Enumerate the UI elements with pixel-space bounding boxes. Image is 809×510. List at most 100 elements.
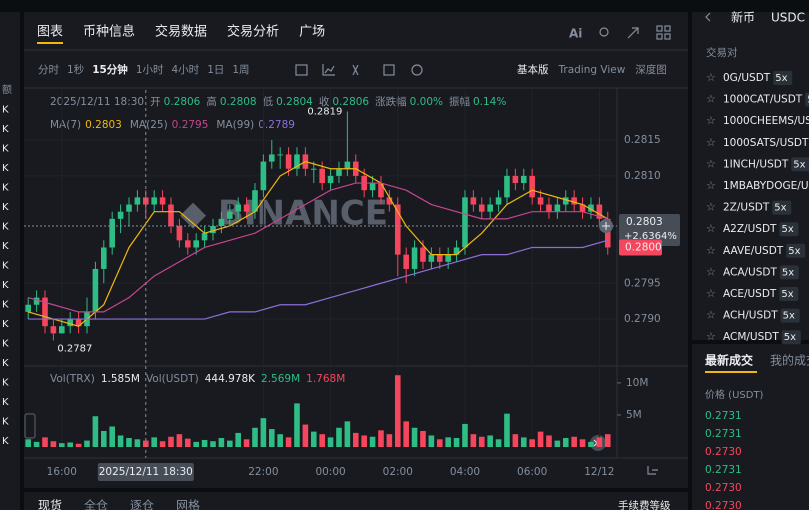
leverage-badge [805, 92, 809, 107]
leverage: 5x [807, 95, 809, 106]
candle-body [604, 218, 611, 248]
x-tick-label: 02:00 [383, 466, 413, 478]
view-option[interactable]: Trading View [558, 64, 626, 76]
y-tick-label: 0.2795 [624, 277, 661, 289]
left-label: K [2, 319, 9, 330]
leverage: 5x [781, 289, 793, 300]
volume-bar [92, 416, 99, 447]
candle-body [512, 175, 519, 184]
volume-bar [529, 439, 535, 447]
volume-bar [579, 439, 586, 447]
interval[interactable]: 4小时 [172, 64, 200, 76]
vol-legend: Vol(TRX) [50, 373, 95, 385]
ai-icon[interactable]: Ai [569, 27, 582, 41]
pair-header: 交易对 [706, 46, 738, 59]
x-tick-label: 12/12 [584, 466, 614, 478]
left-label: K [2, 183, 9, 194]
candle-body [344, 161, 351, 169]
scroll-handle[interactable] [24, 413, 36, 439]
candle-body [33, 297, 40, 305]
pair-name[interactable]: 2Z/USDT [723, 202, 770, 214]
y-tick-label: 0.2815 [624, 134, 661, 146]
mark-price: 0.2800 [625, 241, 662, 253]
candle-body [268, 154, 275, 162]
leverage: 5x [781, 224, 793, 235]
tab[interactable]: 交易数据 [155, 24, 207, 40]
pair-name[interactable]: 0G/USDT [723, 72, 771, 84]
interval[interactable]: 1小时 [136, 64, 164, 76]
view-option[interactable]: 深度图 [635, 63, 667, 76]
left-strip [0, 12, 20, 510]
candle-body [470, 197, 477, 205]
volume-bar [75, 443, 82, 447]
ohlc-label: 收 [319, 95, 330, 108]
volume-bar [319, 434, 325, 447]
trades-tab[interactable]: 最新成交 [705, 353, 753, 368]
pair-name[interactable]: ACE/USDT [723, 288, 777, 300]
pair-name[interactable]: 1000CHEEMS/USDT [723, 115, 809, 127]
crosshair-label: 2025/12/11 18:30 [99, 466, 193, 478]
pair-name[interactable]: AAVE/USDT [723, 245, 784, 257]
pair-name[interactable]: 1000CAT/USDT [723, 94, 803, 106]
interval[interactable]: 1秒 [67, 63, 85, 76]
view-option[interactable]: 基本版 [517, 63, 549, 76]
interval[interactable]: 分时 [38, 64, 59, 76]
order-tab[interactable]: 现货 [38, 498, 62, 510]
candle-body [151, 197, 157, 205]
star: ☆ [706, 265, 716, 278]
tab[interactable]: 交易分析 [227, 24, 279, 40]
volume-bar [159, 441, 166, 447]
interval[interactable]: 15分钟 [92, 63, 128, 76]
tab-underline [37, 42, 63, 44]
candle-body [588, 204, 594, 212]
ohlc-label: 高 [206, 95, 217, 108]
leverage-badge [779, 222, 799, 237]
pair-name[interactable]: ACA/USDT [723, 266, 777, 278]
y-tick-label: 0.2810 [624, 170, 661, 182]
trades-tab[interactable]: 我的成交 [770, 353, 809, 368]
volume-bar [369, 436, 376, 447]
fee-label[interactable]: 手续费等级 [618, 499, 671, 510]
order-tab[interactable]: 逐仓 [130, 499, 154, 510]
tab-underline [705, 371, 757, 373]
leverage: 5x [784, 332, 796, 343]
candle-body [310, 168, 317, 170]
star: ☆ [706, 114, 716, 127]
left-label: K [2, 436, 9, 447]
candle-body [504, 175, 510, 198]
order-tab[interactable]: 全仓 [84, 498, 108, 510]
candle-body [420, 247, 426, 262]
tab[interactable]: 图表 [37, 25, 63, 40]
tab[interactable]: 币种信息 [83, 24, 135, 40]
market-tab[interactable]: 新币 [731, 10, 755, 25]
pair-name[interactable]: 1MBABYDOGE/USDT [723, 180, 809, 192]
left-label: K [2, 105, 9, 116]
interval[interactable]: 1日 [207, 64, 224, 76]
ohlc-value: 0.2806 [332, 96, 369, 108]
market-tab[interactable]: USDC [771, 11, 805, 25]
pair-name[interactable]: 1INCH/USDT [723, 158, 789, 170]
order-tab[interactable]: 网格 [176, 498, 200, 510]
candle-body [571, 197, 577, 205]
tab[interactable]: 广场 [299, 25, 325, 40]
ohlc-value: 0.2804 [276, 96, 313, 108]
left-label: K [2, 280, 9, 291]
volume-bar [327, 437, 334, 447]
star: ☆ [706, 157, 716, 170]
interval[interactable]: 1周 [232, 64, 249, 76]
volume-bar [42, 437, 48, 447]
leverage: 5x [793, 159, 805, 170]
volume-bar [193, 441, 199, 447]
candle-body [411, 247, 418, 269]
ohlc-value: 0.2806 [164, 96, 201, 108]
pair-name[interactable]: 1000SATS/USDT [723, 137, 809, 149]
leverage: 5x [783, 311, 795, 322]
candle-body [487, 204, 493, 212]
pair-name[interactable]: ACM/USDT [723, 331, 779, 343]
pair-name[interactable]: A2Z/USDT [723, 223, 777, 235]
pair-name[interactable]: ACH/USDT [723, 310, 778, 322]
star: ☆ [706, 71, 716, 84]
volume-bar [218, 438, 225, 447]
candle-body [260, 161, 267, 191]
